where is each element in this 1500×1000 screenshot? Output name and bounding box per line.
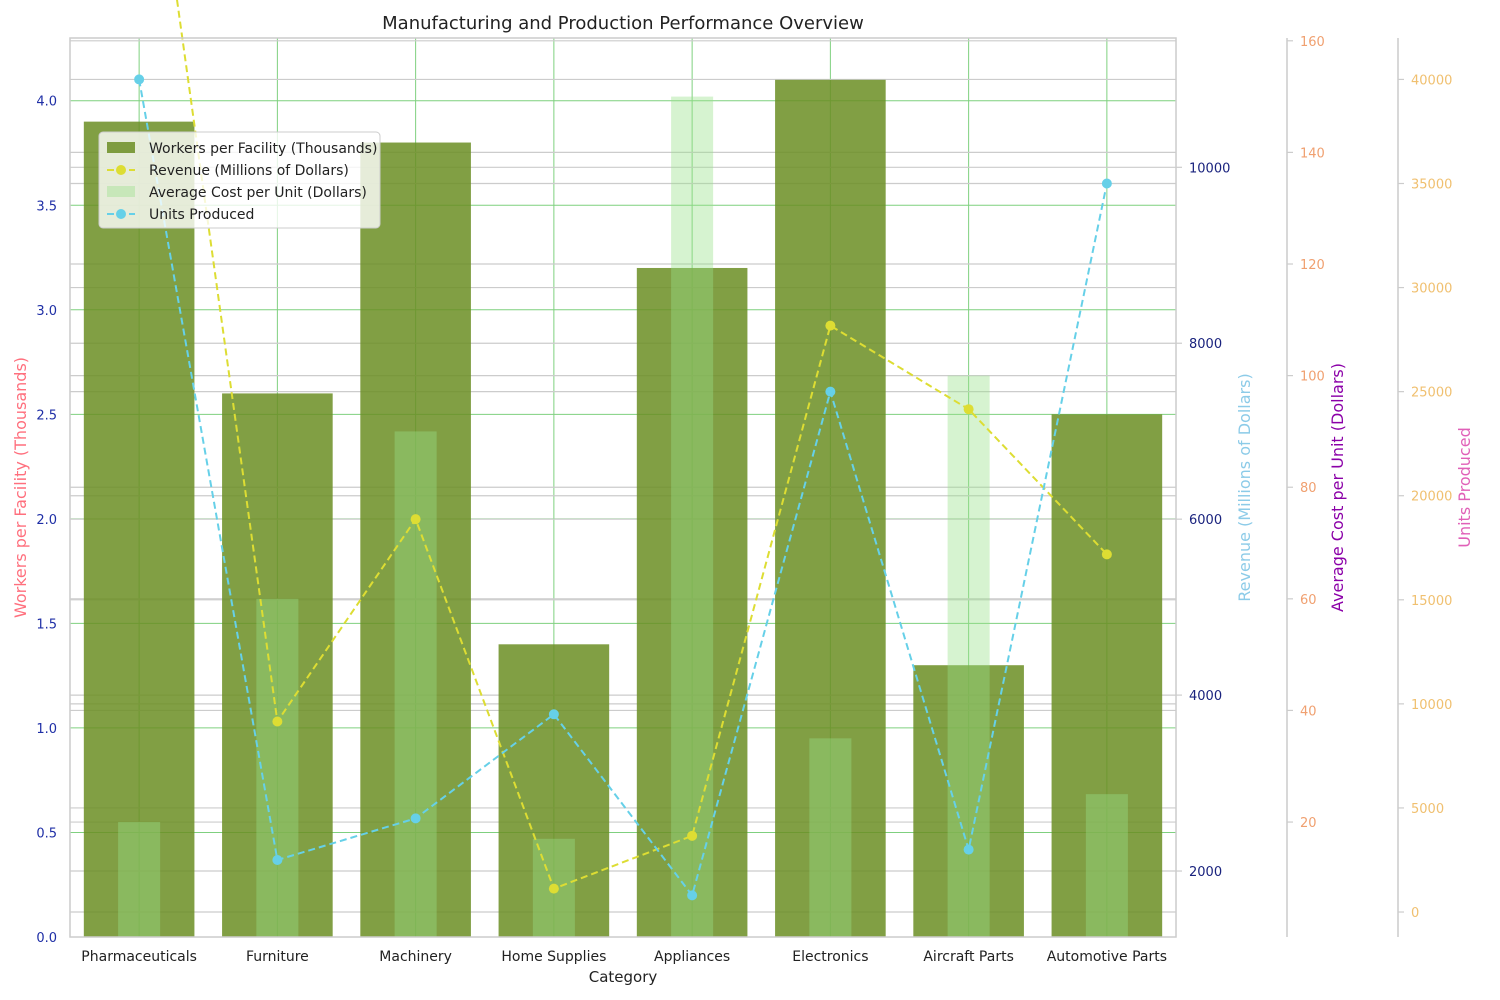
cost-tick-label: 80 (1300, 481, 1317, 496)
cost-tick-label: 160 (1300, 35, 1325, 50)
legend-label: Units Produced (149, 207, 254, 223)
revenue-axis-label: Revenue (Millions of Dollars) (1235, 373, 1254, 601)
x-tick-label: Home Supplies (501, 949, 606, 965)
cost-tick-label: 40 (1300, 704, 1317, 719)
workers-bar (83, 121, 195, 937)
legend-swatch (107, 142, 135, 153)
revenue-point (548, 883, 559, 894)
cost-bar (118, 822, 161, 937)
units-point (1101, 178, 1112, 189)
units-point (410, 813, 421, 824)
revenue-point (963, 404, 974, 415)
legend-label: Average Cost per Unit (Dollars) (149, 185, 367, 201)
units-tick-label: 20000 (1411, 490, 1452, 505)
units-point (134, 74, 145, 85)
revenue-point (687, 830, 698, 841)
units-point (963, 844, 974, 855)
workers-bar (775, 79, 886, 937)
revenue-point (272, 716, 283, 727)
workers-tick-label: 2.5 (36, 408, 57, 423)
legend-label: Revenue (Millions of Dollars) (149, 163, 349, 179)
units-tick-label: 10000 (1411, 698, 1452, 713)
workers-tick-label: 4.0 (36, 95, 57, 110)
cost-tick-label: 60 (1300, 593, 1317, 608)
units-tick-label: 25000 (1411, 386, 1452, 401)
units-tick-label: 0 (1411, 906, 1419, 921)
cost-bar (1085, 794, 1128, 937)
x-tick-label: Aircraft Parts (923, 949, 1014, 965)
units-tick-label: 30000 (1411, 282, 1452, 297)
revenue-point (825, 320, 836, 331)
workers-bar (1051, 414, 1163, 938)
plot-frame (69, 37, 1177, 938)
workers-tick-label: 1.5 (36, 617, 57, 632)
axes: Pharmaceuticals Furniture Machinery Home Su… (11, 35, 1474, 965)
x-tick-label: Furniture (246, 949, 309, 965)
x-tick-label: Automotive Parts (1047, 949, 1167, 965)
workers-tick-label: 1.0 (36, 722, 57, 737)
workers-bar (222, 393, 333, 938)
cost-tick-label: 140 (1300, 146, 1325, 161)
x-axis-label: Category (589, 968, 658, 986)
legend-label: Workers per Facility (Thousands) (149, 141, 377, 157)
x-tick-label: Electronics (792, 949, 868, 965)
units-point (825, 386, 836, 397)
workers-bar (913, 665, 1024, 937)
workers-tick-label: 3.5 (36, 199, 57, 214)
legend-swatch (107, 186, 135, 197)
workers-bar (360, 142, 471, 937)
units-tick-label: 35000 (1411, 177, 1452, 192)
workers-tick-label: 0.5 (36, 826, 57, 841)
bar-series (83, 79, 1163, 938)
units-tick-label: 40000 (1411, 73, 1452, 88)
revenue-tick-label: 10000 (1189, 161, 1230, 176)
units-line (138, 79, 1108, 898)
cost-bar (809, 738, 852, 937)
cost-bar (394, 431, 437, 937)
legend: Workers per Facility (Thousands) Revenue … (98, 131, 381, 229)
units-point (272, 854, 283, 865)
legend-marker (116, 209, 126, 219)
plot-border (69, 37, 1177, 938)
revenue-tick-label: 6000 (1189, 513, 1222, 528)
line-series (134, 0, 1112, 901)
units-tick-label: 5000 (1411, 802, 1444, 817)
chart-title: Manufacturing and Production Performance… (382, 13, 864, 34)
legend-box (98, 131, 381, 229)
units-point (548, 709, 559, 720)
workers-axis-label: Workers per Facility (Thousands) (11, 357, 30, 618)
workers-tick-label: 2.0 (36, 513, 57, 528)
workers-bar (636, 267, 748, 937)
revenue-tick-label: 4000 (1189, 689, 1222, 704)
workers-tick-label: 0.0 (36, 931, 57, 946)
cost-tick-label: 20 (1300, 816, 1317, 831)
units-point (687, 890, 698, 901)
cost-bar (671, 96, 714, 937)
cost-axis-label: Average Cost per Unit (Dollars) (1328, 363, 1347, 612)
legend-marker (116, 165, 126, 175)
cost-tick-label: 100 (1300, 370, 1325, 385)
workers-tick-label: 3.0 (36, 304, 57, 319)
revenue-point (410, 514, 421, 525)
cost-bar (947, 375, 990, 937)
units-tick-label: 15000 (1411, 594, 1452, 609)
revenue-tick-label: 8000 (1189, 337, 1222, 352)
x-tick-label: Appliances (654, 949, 730, 965)
units-axis-label: Units Produced (1455, 427, 1474, 547)
cost-bar (256, 598, 299, 937)
x-tick-label: Pharmaceuticals (81, 949, 197, 965)
cost-tick-label: 120 (1300, 258, 1325, 273)
revenue-point (1101, 549, 1112, 560)
revenue-line (176, 0, 1108, 890)
x-tick-label: Machinery (379, 949, 452, 965)
revenue-tick-label: 2000 (1189, 865, 1222, 880)
